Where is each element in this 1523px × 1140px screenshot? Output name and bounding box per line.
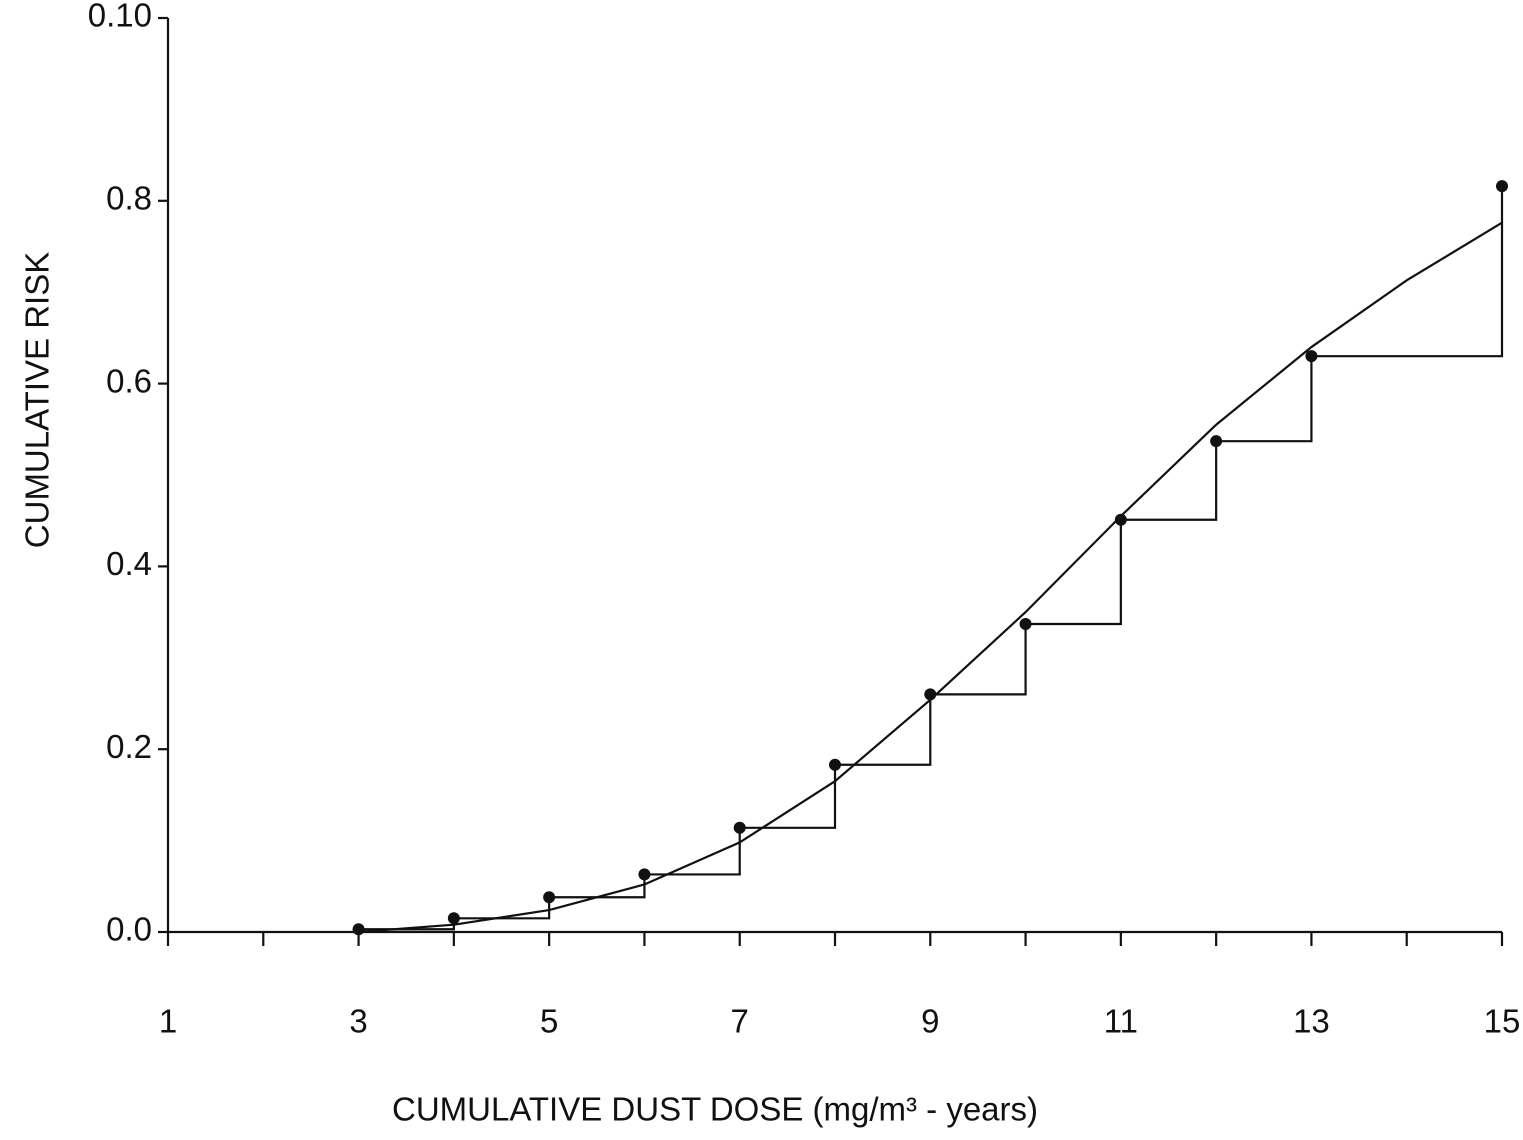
x-tick-label: 13: [1293, 1003, 1330, 1040]
step: [644, 827, 741, 876]
data-point: [447, 912, 460, 925]
step: [835, 694, 932, 766]
y-tick-label: 0.2: [106, 728, 152, 765]
step: [739, 764, 837, 829]
y-tick-label: 0.4: [106, 545, 152, 582]
data-point: [1114, 513, 1127, 526]
x-tick-label: 3: [349, 1003, 367, 1040]
fitted-curve: [358, 221, 1503, 934]
data-point: [638, 868, 651, 881]
step: [930, 623, 1027, 696]
step: [1216, 356, 1313, 443]
x-axis-label: CUMULATIVE DUST DOSE (mg/m³ - years): [392, 1091, 1038, 1128]
data-point: [733, 821, 746, 834]
data-point: [829, 758, 841, 771]
step: [1120, 441, 1218, 521]
data-point: [1210, 435, 1223, 448]
step: [1311, 186, 1504, 358]
data-point: [543, 891, 556, 904]
data-point: [1305, 350, 1318, 363]
x-tick-label: 5: [540, 1003, 558, 1040]
y-tick-label: 0.0: [106, 911, 152, 948]
x-tick-label: 1: [159, 1003, 177, 1040]
y-axis-label: CUMULATIVE RISK: [19, 252, 56, 548]
step: [453, 897, 551, 920]
step: [1025, 519, 1122, 626]
data-point: [1019, 617, 1032, 630]
y-tick-label: 0.10: [88, 0, 152, 34]
y-tick-label: 0.6: [106, 362, 152, 399]
data-point: [352, 923, 365, 936]
x-tick-label: 15: [1484, 1003, 1521, 1040]
data-point: [1496, 180, 1508, 193]
x-tick-label: 9: [921, 1003, 939, 1040]
y-tick-label: 0.8: [106, 180, 152, 217]
x-tick-label: 11: [1104, 1003, 1138, 1040]
data-point: [924, 688, 937, 701]
step: [549, 874, 646, 899]
x-tick-label: 7: [731, 1003, 749, 1040]
